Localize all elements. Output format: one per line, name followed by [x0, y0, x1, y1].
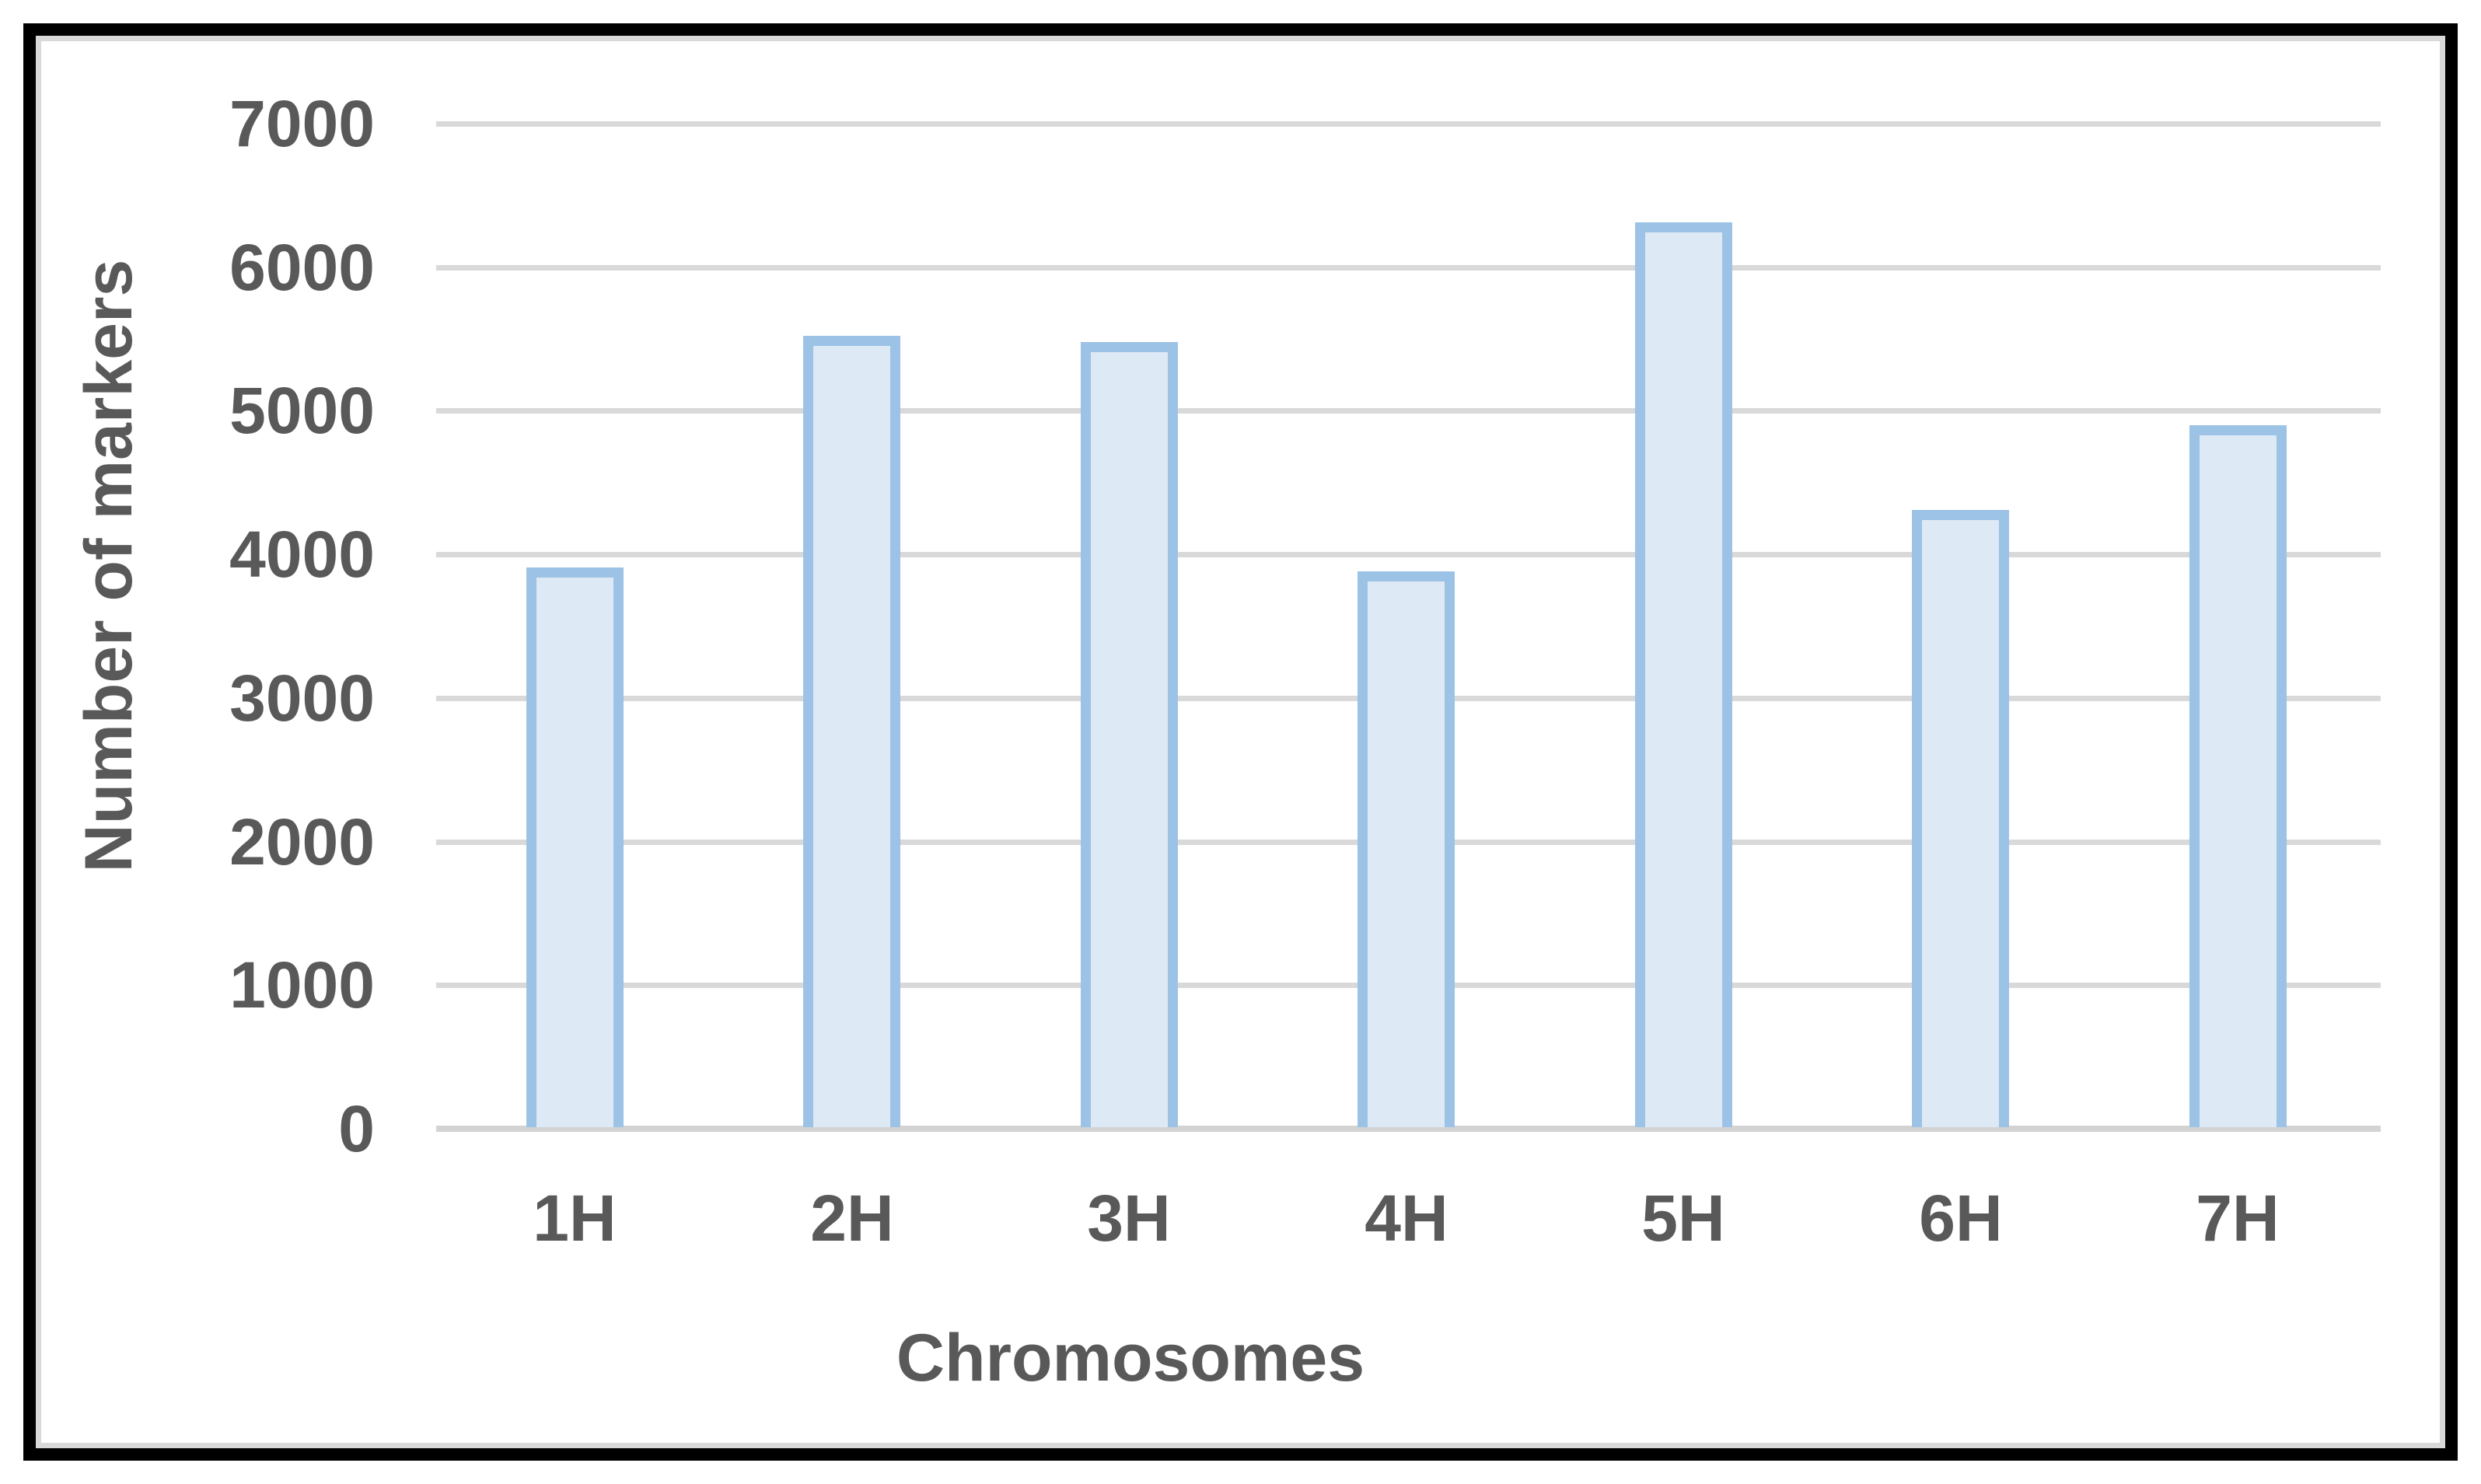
gridline-6000 — [436, 265, 2381, 271]
y-tick-label-4000: 4000 — [229, 518, 375, 591]
bar-4H — [1358, 571, 1455, 1127]
y-tick-label-6000: 6000 — [229, 231, 375, 304]
y-tick-label-0: 0 — [338, 1092, 375, 1165]
y-tick-label-7000: 7000 — [229, 87, 375, 160]
x-tick-label-2H: 2H — [810, 1182, 894, 1255]
gridline-7000 — [436, 121, 2381, 127]
x-tick-label-5H: 5H — [1641, 1182, 1725, 1255]
x-tick-label-7H: 7H — [2196, 1182, 2280, 1255]
y-tick-label-2000: 2000 — [229, 805, 375, 878]
bar-2H — [803, 336, 900, 1127]
x-tick-label-6H: 6H — [1919, 1182, 2003, 1255]
gridline-5000 — [436, 408, 2381, 414]
chart-background — [36, 36, 2445, 1448]
x-tick-label-3H: 3H — [1087, 1182, 1171, 1255]
x-axis-line — [436, 1126, 2381, 1132]
x-axis-title: Chromosomes — [896, 1321, 1365, 1395]
bar-5H — [1635, 222, 1732, 1127]
bar-7H — [2189, 425, 2287, 1127]
bar-3H — [1081, 342, 1178, 1127]
y-tick-label-3000: 3000 — [229, 662, 375, 735]
y-tick-label-1000: 1000 — [229, 948, 375, 1021]
gridline-4000 — [436, 552, 2381, 557]
y-tick-label-5000: 5000 — [229, 374, 375, 447]
bar-6H — [1912, 510, 2009, 1127]
x-tick-label-1H: 1H — [533, 1182, 617, 1255]
image-border-frame — [23, 23, 2458, 1461]
x-tick-label-4H: 4H — [1365, 1182, 1448, 1255]
bar-1H — [526, 567, 624, 1127]
